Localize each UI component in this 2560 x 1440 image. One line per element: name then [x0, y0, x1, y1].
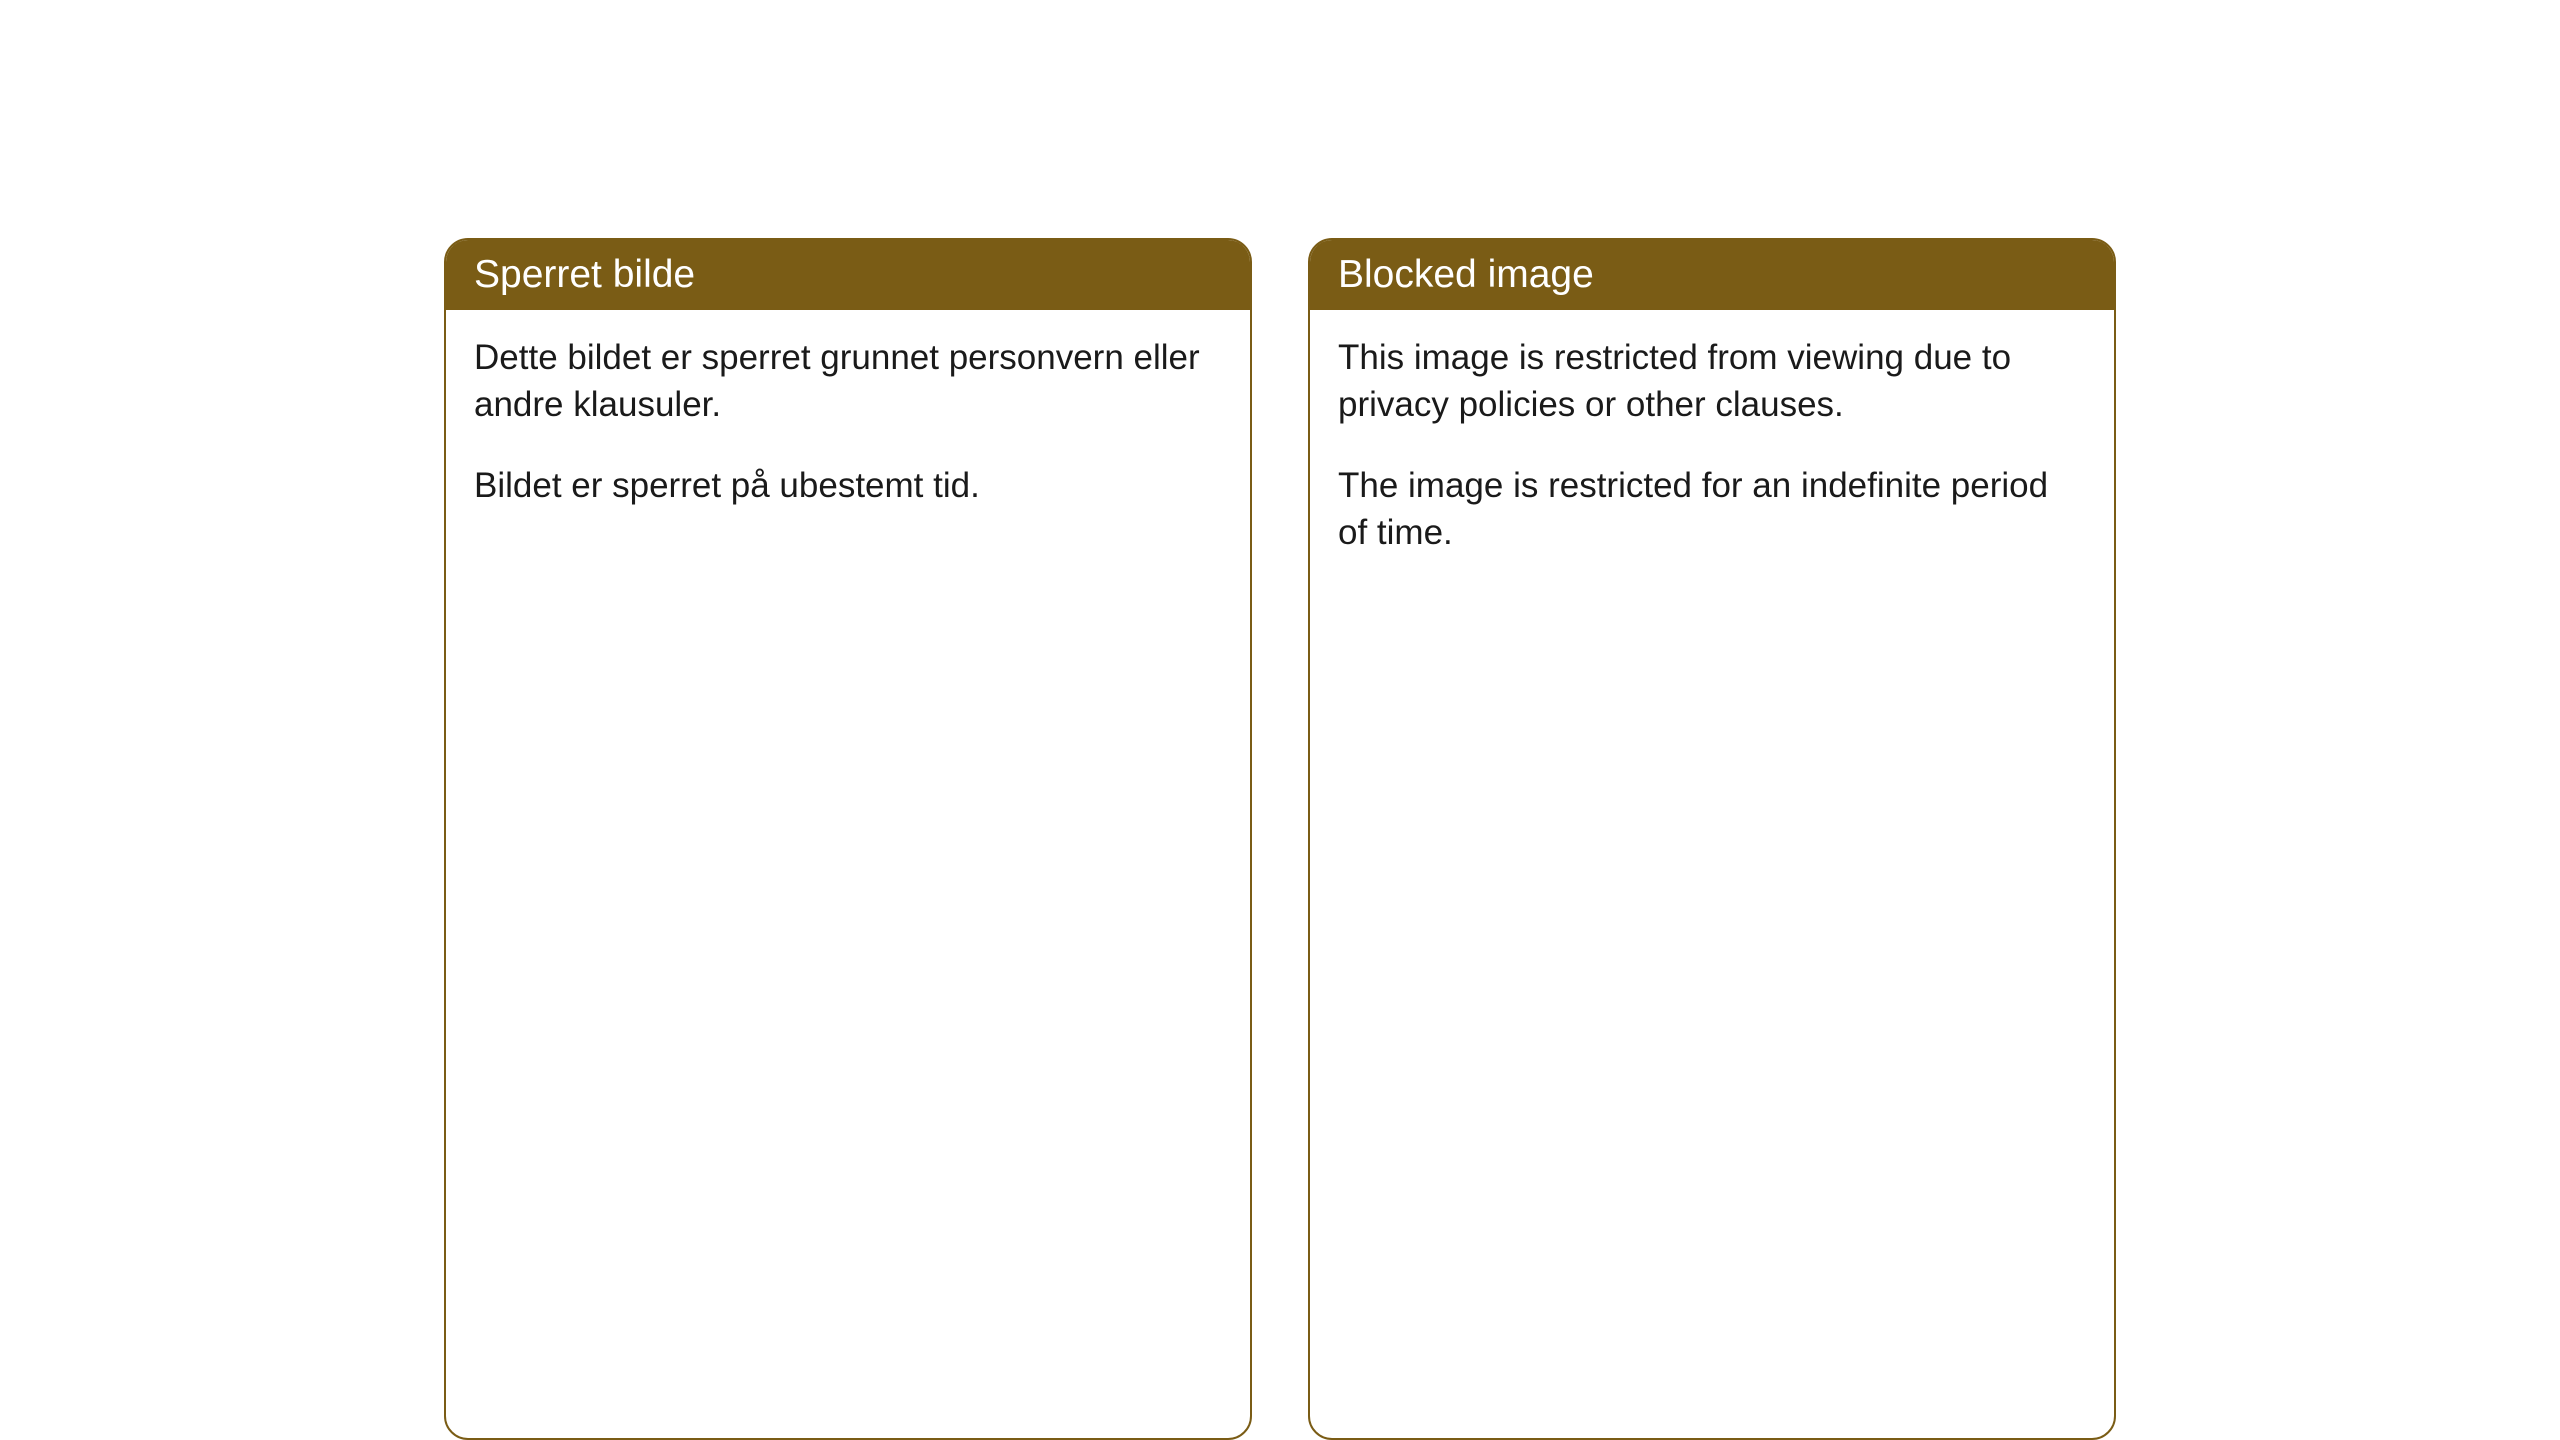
paragraph-2-norwegian: Bildet er sperret på ubestemt tid. [474, 462, 1222, 509]
card-header-english: Blocked image [1310, 240, 2114, 310]
notice-card-norwegian: Sperret bilde Dette bildet er sperret gr… [444, 238, 1252, 1440]
paragraph-2-english: The image is restricted for an indefinit… [1338, 462, 2086, 557]
card-header-norwegian: Sperret bilde [446, 240, 1250, 310]
paragraph-1-english: This image is restricted from viewing du… [1338, 334, 2086, 429]
notice-card-english: Blocked image This image is restricted f… [1308, 238, 2116, 1440]
card-body-norwegian: Dette bildet er sperret grunnet personve… [446, 310, 1250, 544]
paragraph-1-norwegian: Dette bildet er sperret grunnet personve… [474, 334, 1222, 429]
card-body-english: This image is restricted from viewing du… [1310, 310, 2114, 591]
notice-container: Sperret bilde Dette bildet er sperret gr… [444, 238, 2116, 1440]
